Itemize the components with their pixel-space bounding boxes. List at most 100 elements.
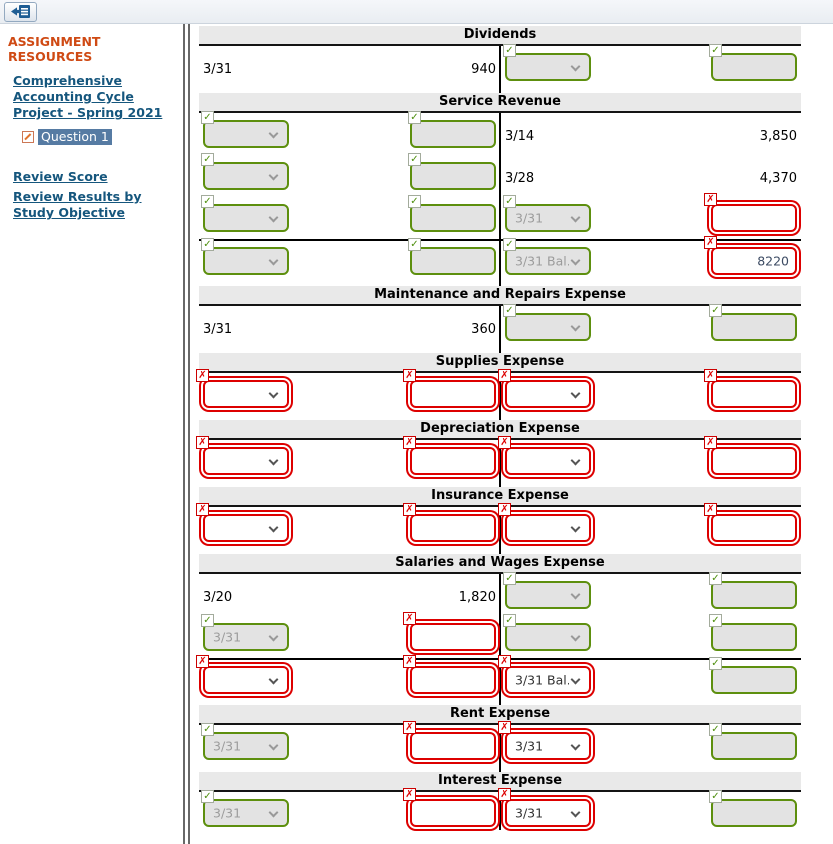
amount-input[interactable]: ✗ [403,436,496,475]
correct-check-icon: ✓ [201,153,214,166]
chevron-down-icon [570,522,581,533]
amount-input[interactable]: ✓ [709,657,797,694]
debit-side: ✓ ✓ [199,153,500,197]
question-item[interactable]: Question 1 [22,129,112,145]
amount-input[interactable]: ✗ [403,503,496,542]
review-score-link[interactable]: Review Score [13,169,108,184]
amount-input[interactable]: ✓ [709,614,797,651]
correct-check-icon: ✓ [709,657,722,670]
date-select[interactable]: ✓ 3/31 [201,614,289,651]
amount-input[interactable]: ✗ 8220 [704,236,797,275]
correct-check-icon: ✓ [201,723,214,736]
amount-input[interactable]: ✗ [403,655,496,694]
amount-input[interactable]: ✓ [709,572,797,609]
amount-input[interactable]: ✗ [704,369,797,408]
ledger-row: ✗ ✗ ✗ 3/31 Bal. ✓ [196,655,801,700]
incorrect-x-icon: ✗ [196,503,209,516]
chevron-down-icon [570,61,581,72]
ledger-row: ✓ ✓ 3/14 3,850 [199,111,801,155]
correct-check-icon: ✓ [201,614,214,627]
ledger-row: 3/20 1,820 ✓ ✓ [199,572,801,616]
amount-input[interactable]: ✓ [408,111,496,148]
debit-side: 3/31 940 [199,46,500,88]
date-select[interactable]: ✓ 3/31 [201,790,289,827]
date-select[interactable]: ✓ [503,44,591,81]
assignment-resources-panel: ASSIGNMENT RESOURCES Comprehensive Accou… [0,24,183,844]
credit-side: ✓ ✓ [500,614,801,658]
incorrect-x-icon: ✗ [196,436,209,449]
input-value: 8220 [757,253,789,269]
incorrect-x-icon: ✗ [403,721,416,734]
date-select[interactable]: ✗ 3/31 [498,721,591,760]
incorrect-x-icon: ✗ [403,655,416,668]
amount-input[interactable]: ✗ [403,369,496,408]
question-status-icon [22,131,34,143]
credit-side: 3/14 3,850 [500,113,801,155]
amount-input[interactable]: ✗ [403,721,496,760]
date-select[interactable]: ✗ 3/31 Bal. [498,655,591,694]
entry-date: 3/28 [505,170,535,186]
amount-input[interactable]: ✓ [709,723,797,760]
chevron-down-icon [268,212,279,223]
review-results-link[interactable]: Review Results by Study Objective [13,189,142,220]
chevron-down-icon [570,807,581,818]
chevron-down-icon [268,522,279,533]
panel-splitter[interactable] [183,24,190,844]
top-toolbar [0,0,833,24]
amount-input[interactable]: ✗ [704,193,797,232]
date-select[interactable]: ✓ [201,111,289,148]
resources-heading: ASSIGNMENT RESOURCES [8,34,101,64]
assignment-link[interactable]: Comprehensive Accounting Cycle Project -… [13,73,163,120]
amount-input[interactable]: ✓ [408,153,496,190]
incorrect-x-icon: ✗ [498,788,511,801]
ledger-row: 3/31 360 ✓ ✓ [199,304,801,348]
entry-amount: 3,850 [759,128,797,144]
debit-side: ✓ ✓ [199,195,500,239]
incorrect-x-icon: ✗ [403,369,416,382]
date-select[interactable]: ✗ [196,503,289,542]
amount-input[interactable]: ✗ [403,612,496,651]
date-select[interactable]: ✗ [196,436,289,475]
date-select[interactable]: ✓ 3/31 [201,723,289,760]
amount-input[interactable]: ✓ [408,238,496,275]
date-select[interactable]: ✗ [498,503,591,542]
date-select[interactable]: ✓ [503,572,591,609]
collapse-resources-button[interactable] [4,1,37,22]
debit-side: ✓ 3/31 ✗ [199,788,500,834]
correct-check-icon: ✓ [709,304,722,317]
amount-input[interactable]: ✗ [403,788,496,827]
amount-input[interactable]: ✗ [704,436,797,475]
entry-amount: 4,370 [759,170,797,186]
date-select[interactable]: ✓ [503,614,591,651]
incorrect-x-icon: ✗ [403,612,416,625]
collapse-panel-icon [10,5,30,18]
amount-input[interactable]: ✗ [704,503,797,542]
date-select[interactable]: ✓ 3/31 Bal. [503,238,591,275]
debit-side: ✗ ✗ [196,436,500,482]
date-select[interactable]: ✗ [498,369,591,408]
correct-check-icon: ✓ [709,723,722,736]
date-select[interactable]: ✓ [201,195,289,232]
correct-check-icon: ✓ [709,44,722,57]
date-select[interactable]: ✗ 3/31 [498,788,591,827]
amount-input[interactable]: ✓ [709,304,797,341]
incorrect-x-icon: ✗ [196,655,209,668]
date-select[interactable]: ✓ 3/31 [503,195,591,232]
correct-check-icon: ✓ [201,790,214,803]
debit-side: ✓ 3/31 ✗ [199,612,500,658]
amount-input[interactable]: ✓ [709,790,797,827]
amount-input[interactable]: ✓ [408,195,496,232]
date-select[interactable]: ✓ [201,238,289,275]
select-value: 3/31 [213,738,242,754]
amount-input[interactable]: ✓ [709,44,797,81]
incorrect-x-icon: ✗ [704,369,717,382]
correct-check-icon: ✓ [503,304,516,317]
date-select[interactable]: ✗ [498,436,591,475]
chevron-down-icon [570,674,581,685]
date-select[interactable]: ✗ [196,655,289,694]
incorrect-x-icon: ✗ [403,503,416,516]
date-select[interactable]: ✗ [196,369,289,408]
date-select[interactable]: ✓ [503,304,591,341]
date-select[interactable]: ✓ [201,153,289,190]
account-title: Dividends [199,26,801,46]
